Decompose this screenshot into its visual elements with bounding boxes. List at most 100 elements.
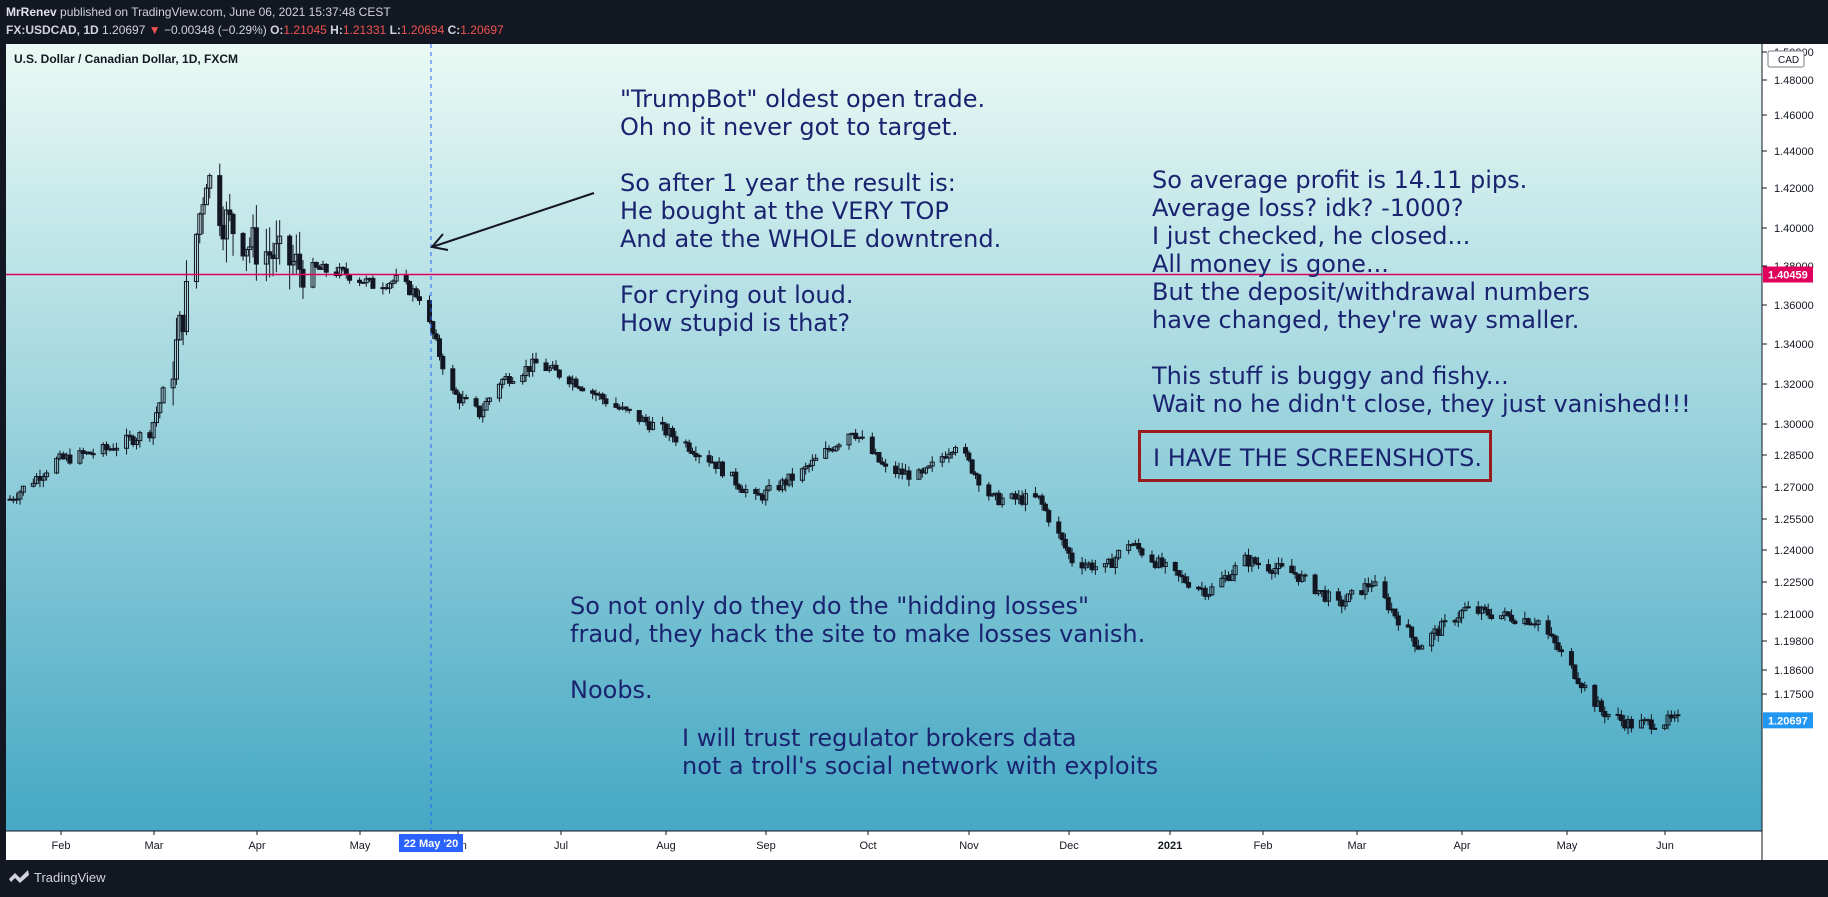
candle-down[interactable] [759, 494, 765, 501]
candle-up[interactable] [1116, 549, 1122, 559]
candle-down[interactable] [693, 452, 699, 458]
candle-down[interactable] [1176, 570, 1182, 576]
candle-down[interactable] [580, 387, 586, 392]
candle-down[interactable] [526, 366, 532, 372]
candle-down[interactable] [1312, 574, 1318, 595]
candle-up[interactable] [223, 209, 229, 240]
candle-up[interactable] [44, 472, 50, 478]
candle-down[interactable] [370, 277, 376, 289]
candle-up[interactable] [1349, 590, 1355, 595]
candle-up[interactable] [1206, 594, 1212, 597]
candle-down[interactable] [110, 448, 116, 451]
candle-up[interactable] [1675, 714, 1681, 717]
candle-down[interactable] [1246, 554, 1252, 567]
candle-up[interactable] [480, 409, 486, 418]
candle-up[interactable] [1362, 583, 1368, 595]
annotation-box[interactable]: I HAVE THE SCREENSHOTS. [1138, 430, 1492, 482]
candle-up[interactable] [1092, 566, 1098, 571]
candle-up[interactable] [500, 378, 506, 385]
candle-up[interactable] [923, 467, 929, 474]
candle-down[interactable] [576, 386, 582, 389]
candle-down[interactable] [87, 451, 93, 455]
candle-down[interactable] [1109, 558, 1115, 568]
candle-down[interactable] [1409, 626, 1415, 638]
candle-down[interactable] [313, 262, 319, 268]
candle-up[interactable] [809, 459, 815, 467]
candle-up[interactable] [520, 375, 526, 383]
candle-down[interactable] [623, 406, 629, 410]
candle-down[interactable] [1279, 563, 1285, 567]
candle-down[interactable] [340, 266, 346, 270]
candle-down[interactable] [776, 485, 782, 491]
candle-down[interactable] [1335, 591, 1341, 601]
candle-down[interactable] [783, 479, 789, 486]
candle-up[interactable] [157, 402, 163, 414]
candle-down[interactable] [1265, 564, 1271, 572]
candle-down[interactable] [1359, 590, 1365, 595]
candle-up[interactable] [153, 412, 159, 424]
candle-up[interactable] [193, 233, 199, 283]
candle-down[interactable] [1555, 642, 1561, 651]
candle-down[interactable] [603, 398, 609, 405]
candle-up[interactable] [949, 451, 955, 455]
candle-down[interactable] [739, 488, 745, 494]
candle-up[interactable] [846, 433, 852, 446]
candle-down[interactable] [1152, 561, 1158, 568]
candle-down[interactable] [663, 423, 669, 436]
candle-up[interactable] [390, 280, 396, 285]
candle-up[interactable] [1229, 574, 1235, 581]
candle-up[interactable] [124, 434, 130, 449]
candle-down[interactable] [1392, 608, 1398, 617]
candle-down[interactable] [1568, 651, 1574, 666]
candle-down[interactable] [270, 254, 276, 260]
candle-down[interactable] [636, 410, 642, 422]
candle-down[interactable] [660, 422, 666, 425]
candle-down[interactable] [476, 405, 482, 418]
candle-up[interactable] [160, 387, 166, 404]
candle-up[interactable] [30, 482, 36, 487]
candle-down[interactable] [217, 175, 223, 226]
candle-up[interactable] [939, 456, 945, 463]
candle-up[interactable] [1462, 607, 1468, 612]
candle-up[interactable] [916, 469, 922, 480]
candle-down[interactable] [413, 288, 419, 298]
candle-down[interactable] [626, 408, 632, 412]
candle-up[interactable] [1662, 724, 1668, 729]
candle-down[interactable] [566, 376, 572, 385]
candle-up[interactable] [1126, 544, 1132, 551]
candle-up[interactable] [290, 260, 296, 266]
candle-down[interactable] [347, 274, 353, 281]
candle-up[interactable] [1232, 565, 1238, 576]
candle-down[interactable] [436, 338, 442, 357]
candle-up[interactable] [134, 440, 140, 445]
candle-up[interactable] [1439, 621, 1445, 636]
candle-down[interactable] [1509, 614, 1515, 622]
candle-down[interactable] [643, 416, 649, 423]
chart-pane[interactable] [6, 44, 1762, 831]
candle-down[interactable] [1592, 684, 1598, 707]
candle-down[interactable] [60, 453, 66, 460]
candle-up[interactable] [273, 243, 279, 260]
candle-up[interactable] [1672, 714, 1678, 719]
candle-up[interactable] [1022, 493, 1028, 505]
candle-up[interactable] [207, 175, 213, 189]
candle-down[interactable] [543, 362, 549, 372]
candle-up[interactable] [1459, 610, 1465, 619]
candle-down[interactable] [506, 376, 512, 384]
candle-up[interactable] [1315, 590, 1321, 595]
candle-down[interactable] [829, 449, 835, 452]
candle-down[interactable] [453, 389, 459, 395]
candle-up[interactable] [1162, 561, 1168, 568]
candle-down[interactable] [1182, 576, 1188, 584]
candle-up[interactable] [1102, 563, 1108, 568]
candle-up[interactable] [40, 476, 46, 481]
tradingview-brand[interactable]: TradingView [34, 870, 106, 885]
candle-down[interactable] [976, 474, 982, 486]
candle-up[interactable] [999, 497, 1005, 506]
candle-down[interactable] [1618, 714, 1624, 722]
candle-down[interactable] [1395, 615, 1401, 626]
candle-up[interactable] [926, 465, 932, 469]
candle-up[interactable] [277, 235, 283, 245]
candle-down[interactable] [1512, 620, 1518, 625]
annotation-trumpbot[interactable]: "TrumpBot" oldest open trade. Oh no it n… [620, 85, 1002, 337]
